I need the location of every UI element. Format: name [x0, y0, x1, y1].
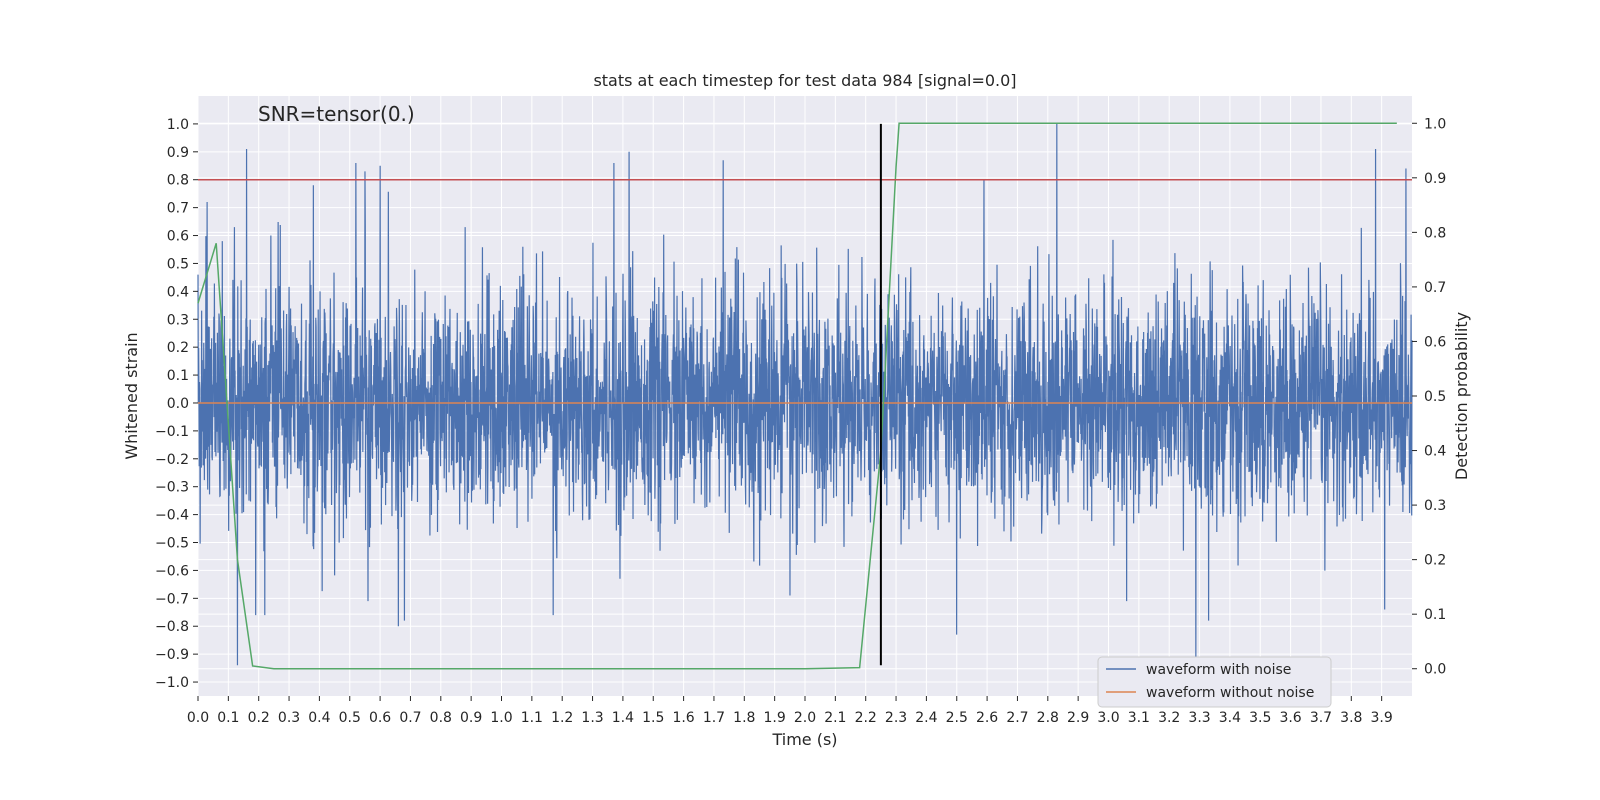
y-right-tick-label: 0.8 [1424, 225, 1446, 241]
y-axis-right-title: Detection probability [1452, 312, 1471, 480]
series-line-detection-probability [197, 122, 1397, 670]
y-axis-right-ticks: 1.0 0.9 0.8 0.7 0.6 0.5 0.4 0.3 0.2 0.1 0.0 [1412, 116, 1446, 678]
y-tick-label: −0.4 [155, 508, 189, 524]
x-tick-label: 3.3 [1188, 710, 1210, 726]
y-tick-label: 0.4 [167, 284, 189, 300]
x-tick-label: 3.0 [1097, 710, 1119, 726]
x-tick-label: 3.5 [1249, 710, 1271, 726]
snr-annotation: SNR=tensor(0.) [258, 102, 415, 126]
y-tick-label: 0.3 [167, 312, 189, 328]
y-tick-label: −0.5 [155, 536, 189, 552]
y-right-tick-label: 0.9 [1424, 171, 1446, 187]
x-tick-label: 3.8 [1340, 710, 1362, 726]
y-tick-label: 0.1 [167, 368, 189, 384]
y-right-tick-label: 1.0 [1424, 116, 1446, 132]
x-tick-label: 2.6 [976, 710, 998, 726]
x-tick-label: 0.9 [460, 710, 482, 726]
y-right-tick-label: 0.5 [1424, 389, 1446, 405]
x-tick-label: 0.0 [187, 710, 209, 726]
x-tick-label: 1.0 [490, 710, 512, 726]
y-tick-label: −0.9 [155, 647, 189, 663]
y-tick-label: 1.0 [167, 117, 189, 133]
legend: waveform with noise waveform without noi… [1097, 656, 1332, 708]
y-right-tick-label: 0.3 [1424, 498, 1446, 514]
x-tick-label: 0.6 [369, 710, 391, 726]
x-tick-label: 1.4 [612, 710, 634, 726]
x-tick-label: 1.7 [703, 710, 725, 726]
x-tick-label: 0.5 [339, 710, 361, 726]
y-tick-label: −0.3 [155, 480, 189, 496]
y-tick-label: −0.7 [155, 591, 189, 607]
x-tick-label: 3.9 [1371, 710, 1393, 726]
x-tick-label: 2.4 [915, 710, 937, 726]
x-tick-label: 1.6 [672, 710, 694, 726]
x-tick-label: 2.9 [1067, 710, 1089, 726]
x-tick-label: 2.1 [824, 710, 846, 726]
x-tick-label: 2.8 [1037, 710, 1059, 726]
series-line-waveform-with-noise [197, 123, 1413, 666]
x-tick-label: 1.1 [521, 710, 543, 726]
x-tick-label: 2.7 [1006, 710, 1028, 726]
x-tick-label: 3.1 [1128, 710, 1150, 726]
x-tick-label: 0.4 [308, 710, 330, 726]
legend-label-waveform-with-noise: waveform with noise [1146, 662, 1291, 678]
x-tick-label: 2.2 [855, 710, 877, 726]
y-tick-label: 0.9 [167, 145, 189, 161]
x-axis-ticks: 0.0 0.1 0.2 0.3 0.4 0.5 0.6 0.7 0.8 0.9 1.0 1.1 1.2 1… [187, 696, 1393, 726]
x-tick-label: 2.0 [794, 710, 816, 726]
x-tick-label: 0.1 [217, 710, 239, 726]
x-axis-title: Time (s) [771, 730, 837, 749]
y-axis-title: Whitened strain [122, 332, 141, 459]
x-tick-label: 3.2 [1158, 710, 1180, 726]
x-tick-label: 3.6 [1279, 710, 1301, 726]
x-tick-label: 1.8 [733, 710, 755, 726]
y-tick-label: 0.2 [167, 340, 189, 356]
y-right-tick-label: 0.4 [1424, 444, 1446, 460]
y-right-tick-label: 0.2 [1424, 553, 1446, 569]
legend-label-waveform-without-noise: waveform without noise [1146, 685, 1314, 701]
x-tick-label: 1.2 [551, 710, 573, 726]
x-tick-label: 1.5 [642, 710, 664, 726]
x-tick-label: 0.8 [430, 710, 452, 726]
y-axis-ticks: 1.0 0.9 0.8 0.7 0.6 0.5 0.4 0.3 0.2 0.1 0.0 −0.1 −0.… [155, 117, 198, 691]
y-tick-label: −0.2 [155, 452, 189, 468]
series-group [197, 122, 1413, 670]
y-tick-label: 0.5 [167, 256, 189, 272]
x-tick-label: 1.9 [764, 710, 786, 726]
y-right-tick-label: 0.0 [1424, 662, 1446, 678]
legend-box [1097, 656, 1332, 708]
y-tick-label: −1.0 [155, 675, 189, 691]
y-tick-label: 0.6 [167, 229, 189, 245]
x-tick-label: 0.7 [399, 710, 421, 726]
y-tick-label: 0.0 [167, 396, 189, 412]
x-tick-label: 0.2 [248, 710, 270, 726]
x-tick-label: 3.7 [1310, 710, 1332, 726]
chart-title: stats at each timestep for test data 984… [593, 71, 1016, 90]
y-right-tick-label: 0.1 [1424, 607, 1446, 623]
x-tick-label: 2.5 [946, 710, 968, 726]
x-tick-label: 1.3 [581, 710, 603, 726]
x-tick-label: 0.3 [278, 710, 300, 726]
y-tick-label: −0.6 [155, 563, 189, 579]
y-tick-label: −0.8 [155, 619, 189, 635]
x-tick-label: 3.4 [1219, 710, 1241, 726]
x-tick-label: 2.3 [885, 710, 907, 726]
y-tick-label: 0.7 [167, 201, 189, 217]
y-tick-label: 0.8 [167, 173, 189, 189]
y-right-tick-label: 0.6 [1424, 334, 1446, 350]
y-tick-label: −0.1 [155, 424, 189, 440]
y-right-tick-label: 0.7 [1424, 280, 1446, 296]
